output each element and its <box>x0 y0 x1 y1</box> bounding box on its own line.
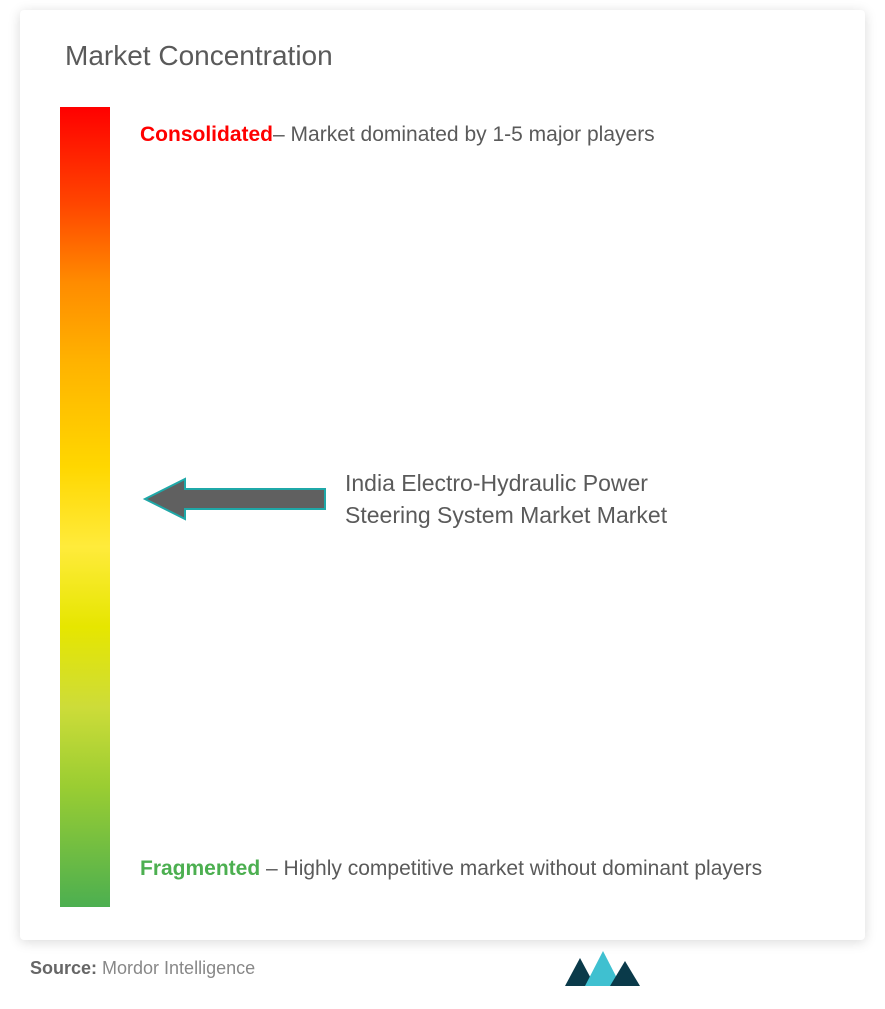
labels-column: Consolidated– Market dominated by 1-5 ma… <box>110 107 825 927</box>
mordor-logo-icon <box>555 946 655 991</box>
fragmented-description: – Highly competitive market without domi… <box>260 857 762 880</box>
arrow-left-icon <box>140 474 330 524</box>
fragmented-highlight: Fragmented <box>140 857 260 880</box>
fragmented-label: Fragmented – Highly competitive market w… <box>140 846 815 892</box>
title: Market Concentration <box>65 40 825 72</box>
consolidated-highlight: Consolidated <box>140 123 273 146</box>
market-pointer: India Electro-Hydraulic Power Steering S… <box>140 467 735 531</box>
footer: Source: Mordor Intelligence <box>30 946 855 991</box>
main-card: Market Concentration Consolidated– Marke… <box>20 10 865 940</box>
source-text: Source: Mordor Intelligence <box>30 958 255 979</box>
consolidated-description: – Market dominated by 1-5 major players <box>273 123 655 146</box>
market-name: India Electro-Hydraulic Power Steering S… <box>345 467 735 531</box>
content-area: Consolidated– Market dominated by 1-5 ma… <box>60 107 825 927</box>
source-value: Mordor Intelligence <box>97 958 255 978</box>
concentration-gradient-bar <box>60 107 110 907</box>
consolidated-label: Consolidated– Market dominated by 1-5 ma… <box>140 112 815 158</box>
source-label: Source: <box>30 958 97 978</box>
